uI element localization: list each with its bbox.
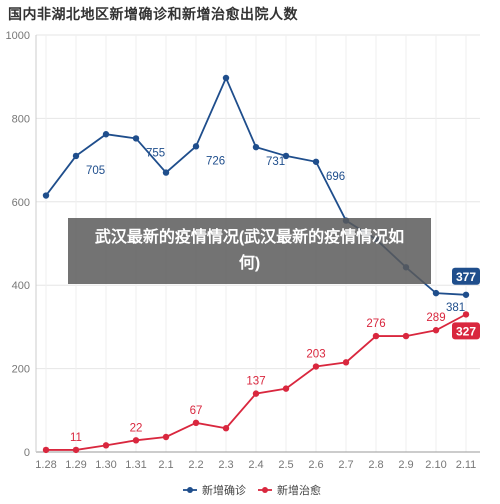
x-tick-label: 1.29 bbox=[65, 459, 86, 471]
x-tick-label: 1.30 bbox=[95, 459, 116, 471]
y-tick-label: 200 bbox=[12, 364, 30, 376]
x-tick-label: 1.28 bbox=[35, 459, 56, 471]
data-label: 696 bbox=[326, 171, 345, 183]
data-label: 137 bbox=[246, 376, 265, 388]
legend-swatch-marker bbox=[262, 487, 268, 493]
y-tick-label: 600 bbox=[12, 197, 30, 209]
x-tick-label: 2.9 bbox=[398, 459, 413, 471]
data-point bbox=[132, 437, 140, 444]
overlay-banner: 武汉最新的疫情情况(武汉最新的疫情情况如何) bbox=[68, 218, 431, 284]
x-tick-label: 2.4 bbox=[248, 459, 263, 471]
last-value-badge bbox=[452, 322, 480, 340]
data-point bbox=[102, 442, 110, 449]
data-label: 11 bbox=[70, 432, 82, 444]
data-label: 22 bbox=[130, 422, 143, 434]
x-tick-label: 2.5 bbox=[278, 459, 293, 471]
data-point bbox=[42, 192, 50, 199]
data-point bbox=[102, 131, 110, 138]
x-tick-label: 2.1 bbox=[158, 459, 173, 471]
overlay-text: 武汉最新的疫情情况(武汉最新的疫情情况如何) bbox=[94, 229, 405, 272]
x-tick-label: 2.2 bbox=[188, 459, 203, 471]
data-label: 203 bbox=[306, 349, 325, 361]
data-point bbox=[252, 143, 260, 151]
data-point bbox=[192, 143, 200, 150]
data-label: 276 bbox=[366, 318, 385, 330]
data-label: 67 bbox=[190, 405, 203, 417]
last-value-badge bbox=[452, 267, 480, 285]
y-tick-label: 1000 bbox=[6, 30, 30, 42]
data-point bbox=[222, 425, 230, 432]
data-point bbox=[432, 327, 440, 334]
data-label: 377 bbox=[456, 270, 476, 284]
x-tick-label: 1.31 bbox=[125, 459, 146, 471]
x-tick-label: 2.10 bbox=[425, 459, 446, 471]
data-point bbox=[192, 419, 200, 427]
data-label: 289 bbox=[426, 312, 445, 324]
x-tick-label: 2.6 bbox=[308, 459, 323, 471]
data-point bbox=[162, 169, 170, 176]
data-point bbox=[72, 152, 80, 160]
data-label: 755 bbox=[146, 147, 165, 159]
data-label: 705 bbox=[86, 165, 105, 177]
data-point bbox=[312, 158, 320, 165]
legend-label: 新增治愈 bbox=[277, 483, 321, 497]
chart-title: 国内非湖北地区新增确诊和新增治愈出院人数 bbox=[8, 6, 298, 22]
data-point bbox=[372, 332, 380, 340]
y-tick-label: 400 bbox=[12, 280, 30, 292]
data-label: 327 bbox=[456, 324, 476, 338]
data-point bbox=[312, 363, 320, 370]
x-tick-label: 2.11 bbox=[456, 459, 477, 471]
data-label: 381 bbox=[446, 302, 465, 314]
data-label: 726 bbox=[206, 155, 225, 167]
data-point bbox=[432, 289, 440, 297]
data-point bbox=[132, 135, 140, 142]
data-point bbox=[222, 74, 230, 82]
x-tick-label: 2.8 bbox=[368, 459, 383, 471]
data-point bbox=[252, 390, 260, 397]
y-tick-label: 0 bbox=[24, 447, 30, 459]
y-tick-label: 800 bbox=[12, 113, 30, 125]
data-point bbox=[42, 446, 50, 454]
data-point bbox=[342, 359, 350, 366]
data-point bbox=[462, 311, 470, 318]
data-point bbox=[282, 385, 290, 392]
legend-label: 新增确诊 bbox=[202, 483, 246, 497]
x-tick-label: 2.3 bbox=[218, 459, 233, 471]
data-point bbox=[282, 152, 290, 160]
x-tick-label: 2.7 bbox=[338, 459, 353, 471]
legend-swatch-marker bbox=[187, 487, 193, 493]
data-point bbox=[162, 433, 170, 441]
data-point bbox=[462, 291, 470, 298]
data-point bbox=[402, 332, 410, 340]
data-point bbox=[72, 446, 80, 454]
data-label: 731 bbox=[266, 156, 285, 168]
